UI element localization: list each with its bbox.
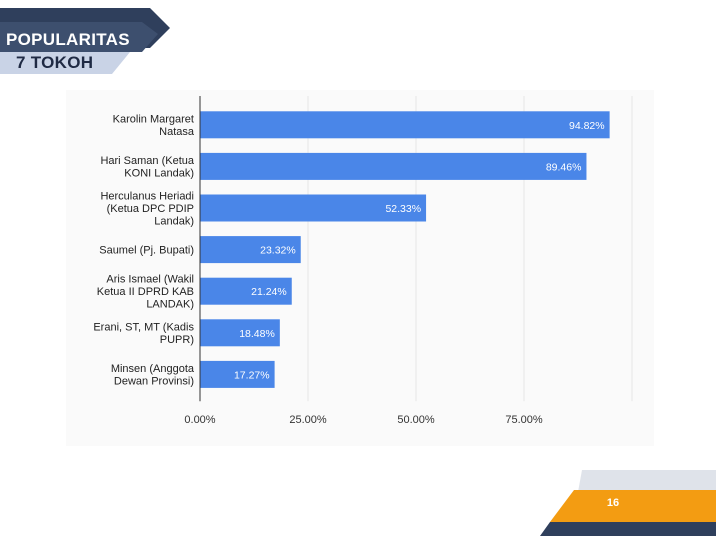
- category-label: Erani, ST, MT (Kadis PUPR): [93, 322, 194, 347]
- data-label: 21.24%: [251, 286, 287, 298]
- bar: [200, 194, 427, 222]
- bar: [200, 319, 280, 347]
- category-label-line: Karolin Margaret: [113, 114, 194, 126]
- x-tick-label: 25.00%: [289, 414, 327, 426]
- category-label: Minsen (Anggota Dewan Provinsi): [111, 363, 195, 388]
- bar: [200, 360, 275, 388]
- category-label-line: Landak): [154, 216, 194, 228]
- category-label-line: Herculanus Heriadi: [100, 191, 194, 203]
- category-label-line: Minsen (Anggota: [111, 363, 195, 375]
- category-label-line: Erani, ST, MT (Kadis: [93, 322, 194, 334]
- bar: [200, 152, 587, 180]
- page-number: 16: [606, 497, 620, 509]
- footer-orange-shape: [550, 490, 716, 522]
- data-label: 17.27%: [234, 369, 270, 381]
- category-label-line: Ketua II DPRD KAB: [97, 286, 194, 298]
- category-label-line: KONI Landak): [124, 168, 194, 180]
- x-tick-label: 75.00%: [505, 414, 543, 426]
- category-label-line: Hari Saman (Ketua: [100, 155, 194, 167]
- data-label: 52.33%: [385, 203, 421, 215]
- category-label-line: Saumel (Pj. Bupati): [99, 245, 194, 257]
- bar: [200, 236, 301, 264]
- category-label-line: (Ketua DPC PDIP: [107, 203, 194, 215]
- x-tick-label: 0.00%: [184, 414, 215, 426]
- data-label: 18.48%: [239, 328, 275, 340]
- category-label-line: PUPR): [160, 334, 194, 346]
- banner-main-shape: [0, 22, 158, 52]
- page-subtitle: 7 TOKOH: [16, 53, 94, 72]
- category-label: Aris Ismael (Wakil Ketua II DPRD KAB LANDA…: [97, 274, 194, 311]
- category-label: Herculanus Heriadi (Ketua DPC PDIP Landak): [100, 191, 194, 228]
- category-label: Hari Saman (Ketua KONI Landak): [100, 155, 194, 180]
- x-tick-label: 50.00%: [397, 414, 435, 426]
- data-label: 23.32%: [260, 245, 296, 257]
- data-label: 89.46%: [546, 161, 582, 173]
- category-label-line: Dewan Provinsi): [114, 376, 194, 388]
- data-label: 94.82%: [569, 120, 605, 132]
- category-label-line: LANDAK): [146, 299, 194, 311]
- popularity-bar-chart: 0.00% 25.00% 50.00% 75.00% 94.82% Karolin Mar…: [93, 96, 633, 426]
- page-title: POPULARITAS: [6, 30, 130, 49]
- chart-panel: 0.00% 25.00% 50.00% 75.00% 94.82% Karolin Mar…: [66, 90, 654, 446]
- category-label: Karolin Margaret Natasa: [113, 114, 195, 139]
- header-banner: [0, 8, 170, 74]
- bar: [200, 277, 292, 305]
- category-label-line: Aris Ismael (Wakil: [106, 274, 194, 286]
- category-label: Saumel (Pj. Bupati): [99, 245, 194, 257]
- bar: [200, 111, 610, 139]
- banner-sub-shape: [0, 52, 130, 74]
- footer-decoration: [540, 470, 716, 536]
- footer-dark-shape: [540, 522, 716, 536]
- category-label-line: Natasa: [159, 126, 195, 138]
